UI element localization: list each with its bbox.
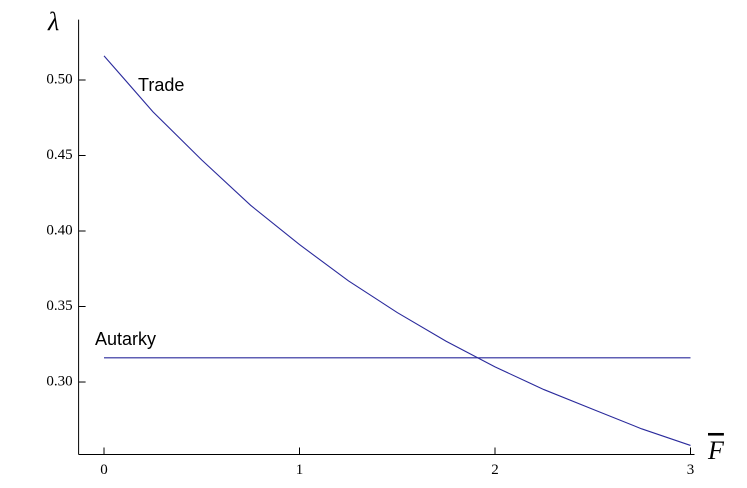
- y-tick-label: 0.30: [46, 373, 72, 389]
- series-label: Trade: [138, 75, 184, 95]
- series-label: Autarky: [95, 329, 156, 349]
- x-tick-label: 0: [100, 462, 108, 478]
- x-tick-label: 1: [296, 462, 304, 478]
- y-tick-label: 0.40: [46, 222, 72, 238]
- y-tick-label: 0.50: [46, 71, 72, 87]
- series-line: [103, 55, 691, 446]
- x-axis-label: F: [707, 436, 725, 465]
- y-axis-label: λ: [47, 7, 59, 36]
- y-tick-label: 0.45: [46, 147, 72, 163]
- x-tick-label: 3: [687, 462, 695, 478]
- x-tick-label: 2: [491, 462, 499, 478]
- y-tick-label: 0.35: [46, 298, 72, 314]
